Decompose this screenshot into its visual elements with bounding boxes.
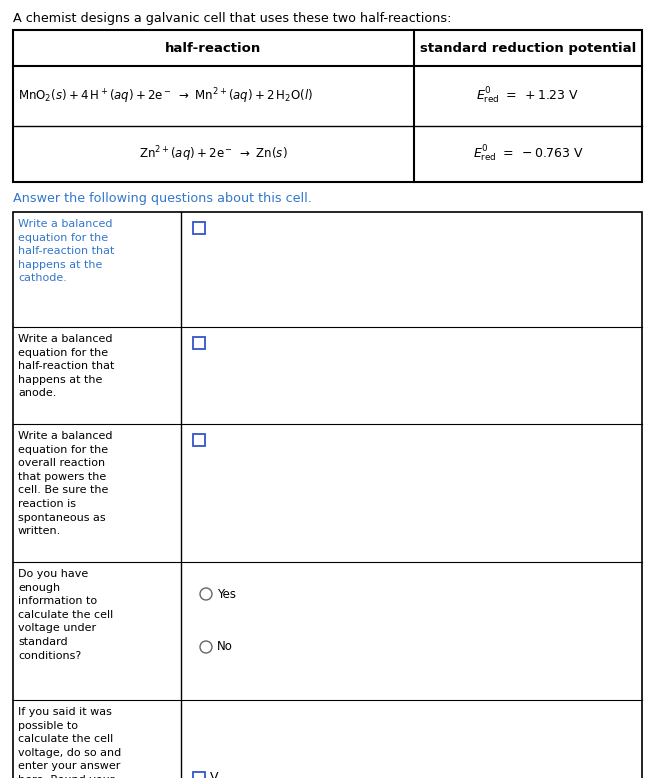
Text: half-reaction: half-reaction: [165, 41, 262, 54]
Text: $\mathrm{Zn^{2+}(\mathit{aq})+2e^-\ \rightarrow\ Zn(\mathit{s})}$: $\mathrm{Zn^{2+}(\mathit{aq})+2e^-\ \rig…: [139, 144, 288, 164]
Text: Write a balanced
equation for the
half-reaction that
happens at the
anode.: Write a balanced equation for the half-r…: [18, 334, 114, 398]
Text: Do you have
enough
information to
calculate the cell
voltage under
standard
cond: Do you have enough information to calcul…: [18, 569, 113, 661]
Text: $E^0_\mathrm{red}\ =\ +1.23\ \mathrm{V}$: $E^0_\mathrm{red}\ =\ +1.23\ \mathrm{V}$: [476, 86, 580, 106]
Bar: [193, 434, 205, 446]
Text: No: No: [217, 640, 233, 654]
Text: V: V: [210, 771, 219, 778]
Text: $\mathrm{MnO_2(\mathit{s})+4\,H^+(\mathit{aq})+2e^-\ \rightarrow\ Mn^{2+}(\mathi: $\mathrm{MnO_2(\mathit{s})+4\,H^+(\mathi…: [18, 86, 313, 106]
Bar: [193, 337, 205, 349]
Bar: [193, 222, 205, 234]
Text: Write a balanced
equation for the
half-reaction that
happens at the
cathode.: Write a balanced equation for the half-r…: [18, 219, 114, 283]
Text: Answer the following questions about this cell.: Answer the following questions about thi…: [13, 192, 312, 205]
Bar: [13, 30, 642, 182]
Text: standard reduction potential: standard reduction potential: [420, 41, 636, 54]
Text: $E^0_\mathrm{red}\ =\ -0.763\ \mathrm{V}$: $E^0_\mathrm{red}\ =\ -0.763\ \mathrm{V}…: [473, 144, 583, 164]
Circle shape: [200, 641, 212, 653]
Circle shape: [200, 588, 212, 600]
Text: A chemist designs a galvanic cell that uses these two half-reactions:: A chemist designs a galvanic cell that u…: [13, 12, 451, 25]
Text: Write a balanced
equation for the
overall reaction
that powers the
cell. Be sure: Write a balanced equation for the overal…: [18, 431, 112, 536]
Bar: [13, 212, 642, 778]
Text: Yes: Yes: [217, 587, 236, 601]
Bar: [193, 772, 205, 778]
Text: If you said it was
possible to
calculate the cell
voltage, do so and
enter your : If you said it was possible to calculate…: [18, 707, 121, 778]
